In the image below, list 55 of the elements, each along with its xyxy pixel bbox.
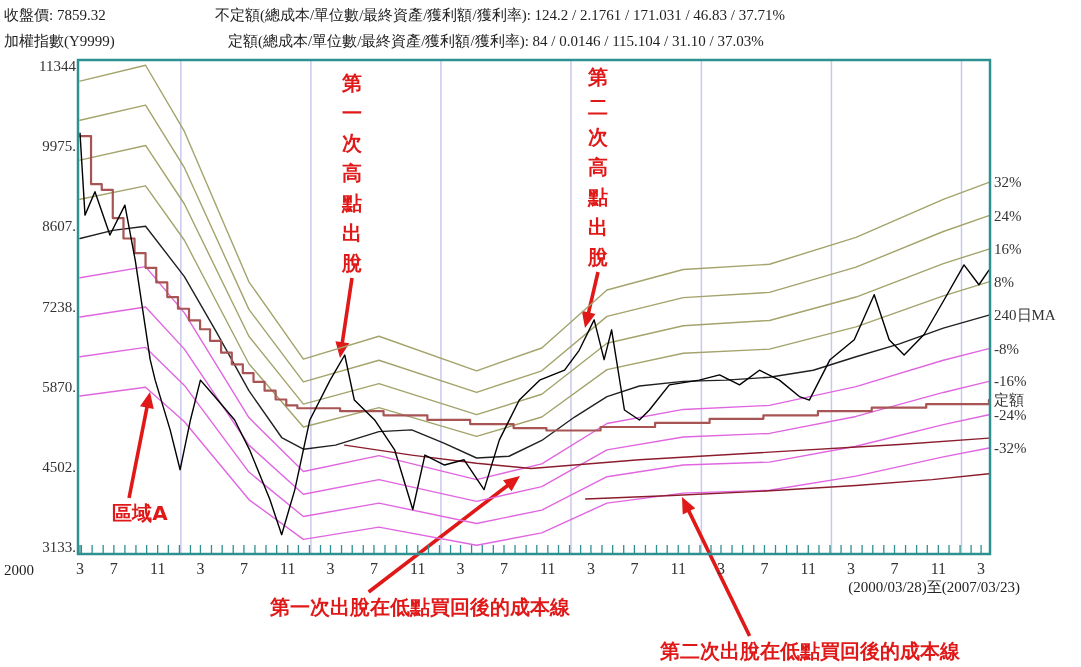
series-label: 8% [994,273,1014,290]
x-tick-label: 3 [326,560,335,577]
text: (2000/03/28)至(2007/03/23) [848,579,1020,596]
x-tick-label: 11 [149,560,166,577]
annotation: 第一次高點出脫 [341,71,363,275]
line-series [79,185,990,438]
annotation: 第二次高點出脫 [587,65,609,269]
x-tick-label: 11 [540,560,556,577]
line-series [584,473,990,500]
x-tick-label: 3 [456,560,465,577]
y-tick-label: 8607. [42,218,76,235]
series-label: -16% [994,373,1027,390]
x-tick-label: 11 [800,560,816,577]
text: 定額(總成本/單位數/最終資產/獲利額/獲利率): 84 / 0.0146 / 115.104 / 31.10 / 37.03% [228,33,764,50]
series-label: 240日MA [994,307,1056,324]
series-label: -24% [994,407,1027,424]
line-series [79,64,990,372]
line-series [79,346,990,525]
x-tick-label: 3 [977,560,986,577]
y-tick-label: 5870. [42,378,76,395]
series-label: -8% [994,340,1019,357]
x-tick-label: 3 [847,560,856,577]
x-tick-label: 11 [280,560,296,577]
x-tick-label: 7 [890,560,899,577]
series-label: 定額 [994,392,1024,409]
series-label: 16% [994,241,1022,258]
x-tick-label: 7 [760,560,769,577]
x-tick-label: 11 [930,560,947,577]
y-tick-label: 7238. [42,298,76,315]
chart-title: 加權指數(Y9999) [4,33,115,50]
text: 2000 [4,562,34,578]
x-tick-label: 3 [716,560,725,577]
text: 收盤價: 7859.32 [4,7,106,23]
text: 不定額(總成本/單位數/最終資產/獲利額/獲利率): 124.2 / 2.1761 / 171.031 / 46.83 / 37.71% [215,7,785,24]
x-tick-label: 7 [239,560,248,577]
x-tick-label: 3 [586,560,595,577]
x-tick-label: 3 [196,560,205,577]
x-tick-label: 11 [670,560,686,577]
y-tick-label: 11344 [39,58,77,75]
x-tick-label: 7 [630,560,639,577]
line-series [79,386,990,546]
line-series [344,437,990,470]
x-tick-label: 7 [369,560,378,577]
x-tick-label: 7 [109,560,118,577]
annotation: 區域A [112,501,169,525]
series-label: 24% [994,207,1022,224]
y-tick-label: 9975. [42,138,76,155]
series-label: -32% [994,440,1027,457]
y-tick-label: 3133. [42,538,76,555]
y-tick-label: 4502. [42,458,76,475]
x-tick-label: 7 [500,560,508,577]
line-series [79,306,990,503]
x-tick-label: 3 [76,560,84,577]
x-tick-label: 11 [410,560,426,577]
series-label: 32% [994,174,1022,191]
